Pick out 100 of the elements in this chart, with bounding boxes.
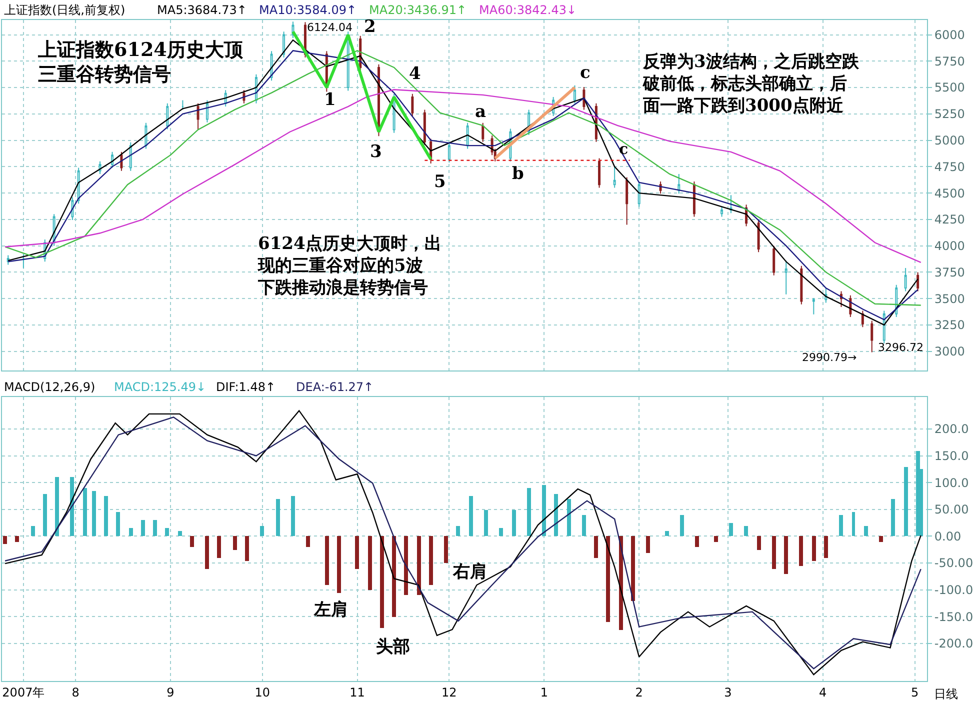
y-tick-label: 50.00 <box>934 502 969 517</box>
bar <box>879 536 883 542</box>
candlestick <box>144 122 148 150</box>
annotation: 上证指数6124历史大顶三重谷转势信号 <box>37 39 244 86</box>
candlestick <box>466 122 469 150</box>
bar <box>83 488 87 536</box>
candlestick <box>904 267 907 292</box>
annotation: c <box>580 63 590 83</box>
bar <box>368 536 372 590</box>
bar <box>444 536 448 563</box>
candlestick <box>861 310 864 328</box>
candlestick <box>411 93 414 117</box>
x-tick-label: 10 <box>254 685 270 700</box>
chart-title: 上证指数(日线,前复权) <box>4 3 126 17</box>
annotation: 3296.72 <box>878 341 924 354</box>
x-tick-label: 4 <box>819 685 827 700</box>
text: MA10:3584.09↑ <box>259 3 357 17</box>
candlestick <box>800 265 803 305</box>
text: 日线 <box>934 687 958 701</box>
bar <box>429 536 433 585</box>
x-tick-label: 9 <box>166 685 174 700</box>
bar <box>355 536 359 569</box>
x-tick-label: 8 <box>72 685 80 700</box>
candlestick <box>282 31 286 58</box>
bar <box>153 520 157 536</box>
y-tick-label: 5750 <box>934 54 965 68</box>
candlestick <box>448 142 450 163</box>
bar <box>31 526 35 536</box>
line-series <box>291 30 432 161</box>
y-tick-label: 4250 <box>934 212 965 227</box>
bar <box>337 536 341 593</box>
annotation: 头部 <box>376 637 410 657</box>
bar <box>469 496 473 536</box>
annotation: a <box>475 102 486 122</box>
bar <box>141 520 145 536</box>
bar <box>129 528 133 536</box>
text: MA60:3842.43↓ <box>479 3 577 17</box>
bar <box>606 536 610 622</box>
bar <box>55 476 59 536</box>
x-tick-label: 3 <box>724 685 732 700</box>
annotation: 右肩 <box>452 562 487 582</box>
y-tick-label: 6000 <box>934 28 965 42</box>
text: MA5:3684.73↑ <box>157 3 247 17</box>
annotation: c <box>619 140 628 158</box>
y-tick-label: -50.00 <box>934 556 974 570</box>
text: MACD:125.49↓ <box>114 380 206 394</box>
candlestick <box>812 298 815 315</box>
y-tick-label: 100.0 <box>934 476 969 490</box>
bar <box>665 530 669 536</box>
y-tick-label: 5500 <box>934 80 965 95</box>
candlestick <box>882 310 886 344</box>
candlestick <box>166 102 169 130</box>
x-tick-label: 2007年 <box>2 685 45 700</box>
x-tick-label: 1 <box>540 685 548 700</box>
bar <box>567 498 571 536</box>
candlestick <box>772 245 776 276</box>
annotation: b <box>512 164 524 184</box>
bar <box>799 536 803 566</box>
candlestick <box>181 100 184 110</box>
bar <box>291 496 295 536</box>
candlestick <box>574 84 576 104</box>
bar <box>744 526 748 536</box>
candlestick <box>895 284 898 318</box>
bar <box>15 536 19 542</box>
bar <box>729 522 733 536</box>
candlestick <box>784 260 788 295</box>
annotation: 反弹为3波结构，之后跳空跌破前低，标志头部确立，后面一路下跌到3000点附近 <box>642 52 860 116</box>
candlestick <box>757 219 760 253</box>
bar <box>512 510 516 536</box>
candlestick <box>692 180 696 218</box>
bar <box>852 512 855 536</box>
bar <box>456 526 460 536</box>
bar <box>646 536 650 553</box>
y-tick-label: 5000 <box>934 133 965 148</box>
x-tick-label: 11 <box>350 685 365 700</box>
candlestick <box>613 166 616 188</box>
candlestick <box>730 194 732 214</box>
bar <box>165 528 169 536</box>
bar <box>276 498 280 536</box>
annotation: 2 <box>364 17 376 37</box>
y-tick-label: 200.0 <box>934 422 969 436</box>
bar <box>631 536 635 601</box>
bar <box>404 536 408 595</box>
candlestick <box>840 290 842 308</box>
bar <box>527 488 531 536</box>
bar <box>70 476 74 536</box>
bar <box>499 528 503 536</box>
y-tick-label: 4000 <box>934 239 965 254</box>
candlestick <box>582 86 586 110</box>
y-tick-label: 3750 <box>934 265 965 280</box>
annotation: 3 <box>370 142 382 162</box>
bar <box>839 514 843 536</box>
candlestick <box>598 158 601 188</box>
bar <box>812 536 816 561</box>
y-tick-label: -100.0 <box>934 583 974 598</box>
annotation: 左肩 <box>313 600 348 620</box>
bar <box>260 526 264 536</box>
candlestick <box>638 180 640 208</box>
candlestick <box>206 100 208 123</box>
bar <box>680 514 684 536</box>
